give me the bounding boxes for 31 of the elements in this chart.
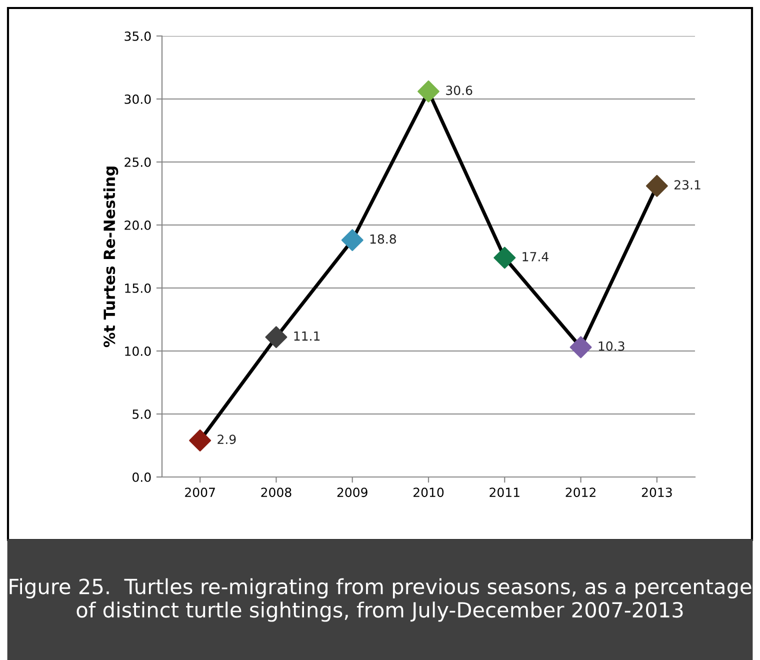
data-label: 18.8 <box>370 234 396 244</box>
point <box>189 429 212 452</box>
point <box>570 336 592 358</box>
x-tick-label: 2007 <box>185 488 215 498</box>
x-tick-label: 2008 <box>261 488 292 498</box>
x-tick-label: 2013 <box>642 488 672 498</box>
y-tick-label: 25.0 <box>124 157 151 167</box>
data-label: 17.4 <box>522 252 548 262</box>
point <box>494 246 516 269</box>
data-label: 2.9 <box>218 434 236 444</box>
point <box>265 326 288 348</box>
point <box>341 229 364 252</box>
caption: Figure 25. Turtles re-migrating from previous seasons, as a percentage of distinct turtle sightings, from July-December 2007-2013 <box>10 578 752 622</box>
y-tick-label: 0.0 <box>132 472 151 482</box>
y-tick-label: 20.0 <box>124 220 151 230</box>
y-tick-label: 30.0 <box>124 94 151 104</box>
x-tick-label: 2009 <box>337 488 368 498</box>
y-tick-label: 5.0 <box>132 409 151 419</box>
data-label: 30.6 <box>446 86 472 96</box>
y-tick-label: 10.0 <box>125 346 151 356</box>
x-tick-label: 2011 <box>490 488 520 498</box>
y-tick-label: 15.0 <box>125 283 151 293</box>
point <box>646 174 668 197</box>
data-label: 10.3 <box>598 341 624 351</box>
y-tick-label: 35.0 <box>124 31 151 41</box>
x-tick-label: 2012 <box>566 488 596 498</box>
y-axis-title: %t Turtes Re-Nesting <box>103 166 118 348</box>
point <box>418 80 440 102</box>
x-tick-label: 2010 <box>414 488 444 498</box>
data-label: 11.1 <box>294 331 320 341</box>
data-label: 23.1 <box>674 180 700 190</box>
